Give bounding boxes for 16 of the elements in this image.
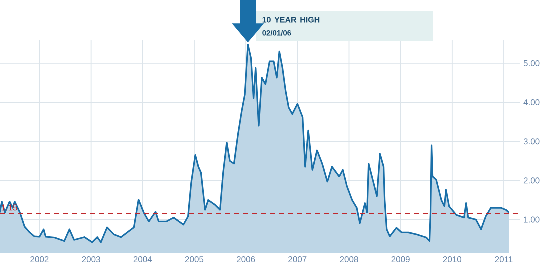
text: 10 YEAR HIGH bbox=[262, 17, 320, 23]
x-tick-label: 2003 bbox=[82, 256, 100, 263]
x-tick-label: 2011 bbox=[495, 256, 513, 263]
x-tick-label: 2004 bbox=[134, 256, 152, 263]
y-tick-label: 2.00 bbox=[524, 178, 540, 184]
x-tick-label: 2006 bbox=[237, 256, 256, 263]
x-tick-label: 2002 bbox=[30, 256, 49, 263]
x-tick-label: 2005 bbox=[185, 256, 204, 263]
y-tick-label: 1.00 bbox=[524, 216, 540, 223]
x-tick-label: 2010 bbox=[443, 256, 462, 263]
x-tick-label: 2009 bbox=[392, 256, 410, 263]
y-tick-label: 4.00 bbox=[524, 100, 540, 106]
x-tick-label: 2007 bbox=[288, 256, 307, 263]
x-tick-label: 2008 bbox=[340, 256, 358, 263]
y-tick-label: 3.00 bbox=[524, 138, 540, 145]
y-tick-label: 5.00 bbox=[524, 60, 540, 66]
